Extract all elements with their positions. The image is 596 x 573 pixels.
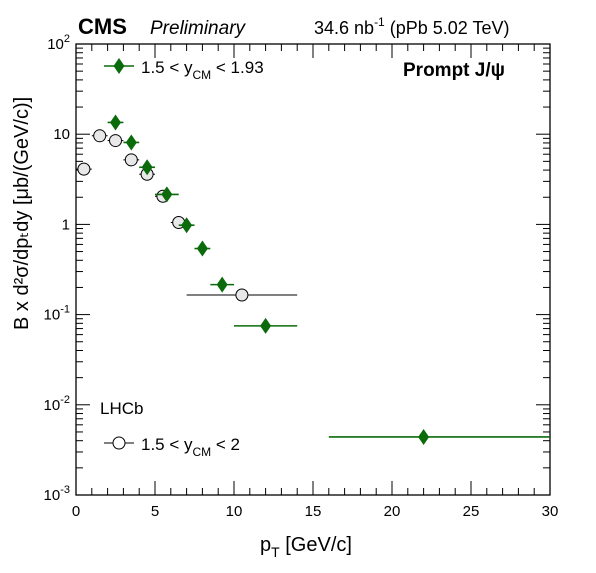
axis-ticks	[75, 43, 551, 496]
data-point	[161, 186, 173, 203]
legend-cms-marker	[113, 58, 125, 74]
x-tick-label: 0	[72, 503, 80, 520]
data-point	[125, 134, 137, 151]
x-tick-label: 25	[463, 503, 480, 520]
x-tick-label: 10	[226, 503, 243, 520]
legend-lhcb: LHCb 1.5 < yCM < 2	[100, 399, 240, 459]
data-point	[235, 288, 249, 302]
data-point	[109, 134, 122, 148]
data-point	[77, 162, 91, 176]
legend-cms: 1.5 < yCM < 1.93	[104, 58, 264, 82]
luminosity-label: 34.6 nb-1 (pPb 5.02 TeV)	[314, 15, 509, 38]
legend-lhcb-marker	[112, 436, 126, 450]
data-point	[418, 428, 430, 445]
y-tick-label: 1	[62, 216, 70, 233]
process-tag: Prompt J/ψ	[403, 60, 505, 81]
x-tick-label: 30	[542, 503, 559, 520]
series-lhcb	[76, 129, 298, 302]
data-point	[110, 114, 121, 131]
x-tick-label: 5	[151, 503, 159, 520]
data-point	[196, 240, 208, 257]
y-tick-label: 10	[53, 126, 70, 143]
status-label: Preliminary	[150, 18, 247, 39]
y-tick-label: 102	[47, 33, 70, 53]
data-point	[181, 217, 193, 234]
experiment-label: CMS	[78, 14, 127, 39]
y-tick-label: 10-2	[44, 394, 70, 414]
series-cms	[107, 114, 550, 445]
legend-lhcb-label: 1.5 < yCM < 2	[141, 435, 240, 459]
data-point	[216, 276, 228, 293]
y-tick-label: 10-3	[44, 484, 70, 504]
data-point	[93, 129, 107, 143]
data-point	[124, 153, 138, 167]
x-tick-label: 20	[384, 503, 401, 520]
legend-cms-label: 1.5 < yCM < 1.93	[141, 58, 264, 82]
plot-frame	[75, 43, 551, 496]
data-series	[76, 114, 550, 445]
tick-labels: 0 5 10 15 20 25 30 10-3 10-2 10-1 1 10 102	[44, 33, 559, 520]
x-tick-label: 15	[305, 503, 322, 520]
y-tick-label: 10-1	[44, 304, 70, 324]
data-point	[260, 317, 272, 334]
data-point	[141, 159, 153, 176]
legend-lhcb-title: LHCb	[100, 399, 143, 418]
x-axis-label: pT [GeV/c]	[260, 534, 352, 560]
y-axis-label: B x d²σ/dpₜdy [μb/(GeV/c)]	[11, 97, 33, 330]
